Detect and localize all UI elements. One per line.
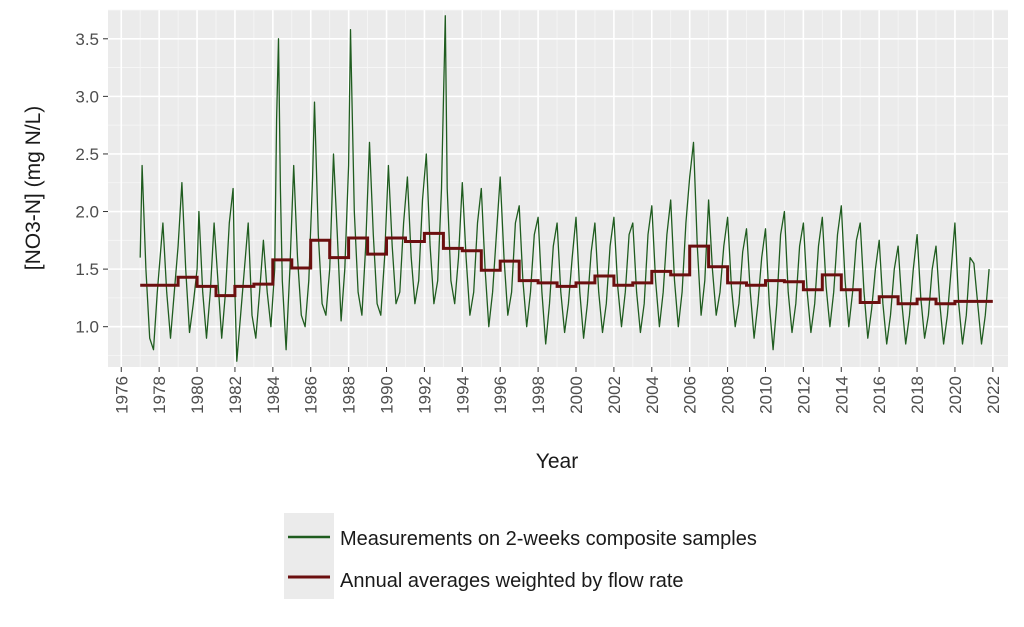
x-axis-title: Year [536,450,578,473]
x-tick-label: 2020 [946,376,965,414]
x-tick-label: 1988 [340,376,359,414]
x-tick-label: 2012 [794,376,813,414]
x-tick-label: 2014 [832,376,851,414]
series-annual-averages [140,231,993,306]
x-tick-label: 1980 [188,376,207,414]
grid-minor [108,9,1008,367]
y-tick-label: 2.0 [75,203,99,222]
legend-label-measurements: Measurements on 2-weeks composite sample… [340,528,757,550]
x-tick-label: 1984 [264,376,283,414]
x-tick-label: 2004 [643,376,662,414]
x-tick-label: 1996 [491,376,510,414]
x-axis: 1976 1978 1980 1982 1984 1986 1988 1990 1992 1994… [112,367,1003,414]
x-tick-label: 1978 [150,376,169,414]
x-tick-label: 2000 [567,376,586,414]
x-tick-label: 2006 [681,376,700,414]
series-layer [139,15,993,362]
y-axis-title: [NO3-N] (mg N/L) [22,106,45,271]
x-tick-label: 1992 [415,376,434,414]
x-tick-label: 1986 [302,376,321,414]
x-tick-label: 2016 [870,376,889,414]
y-tick-label: 3.5 [75,30,99,49]
y-tick-label: 1.5 [75,260,99,279]
x-tick-label: 1990 [378,376,397,414]
x-tick-label: 1998 [529,376,548,414]
y-tick-label: 1.0 [75,318,99,337]
grid-major [108,10,1008,367]
x-tick-label: 2022 [984,376,1003,414]
x-tick-label: 1994 [453,376,472,414]
series-measurements [139,15,990,362]
x-tick-label: 2008 [719,376,738,414]
legend-label-annual-averages: Annual averages weighted by flow rate [340,570,684,592]
x-tick-label: 2010 [757,376,776,414]
plot-background [108,10,1008,367]
legend-background [284,513,334,599]
x-tick-label: 2002 [605,376,624,414]
legend: Measurements on 2-weeks composite sample… [284,513,757,599]
y-axis: 1.0 1.5 2.0 2.5 3.0 3.5 [75,30,108,337]
x-tick-label: 1982 [226,376,245,414]
y-tick-label: 3.0 [75,87,99,106]
x-tick-label: 2018 [908,376,927,414]
y-tick-label: 2.5 [75,145,99,164]
x-tick-label: 1976 [112,376,131,414]
